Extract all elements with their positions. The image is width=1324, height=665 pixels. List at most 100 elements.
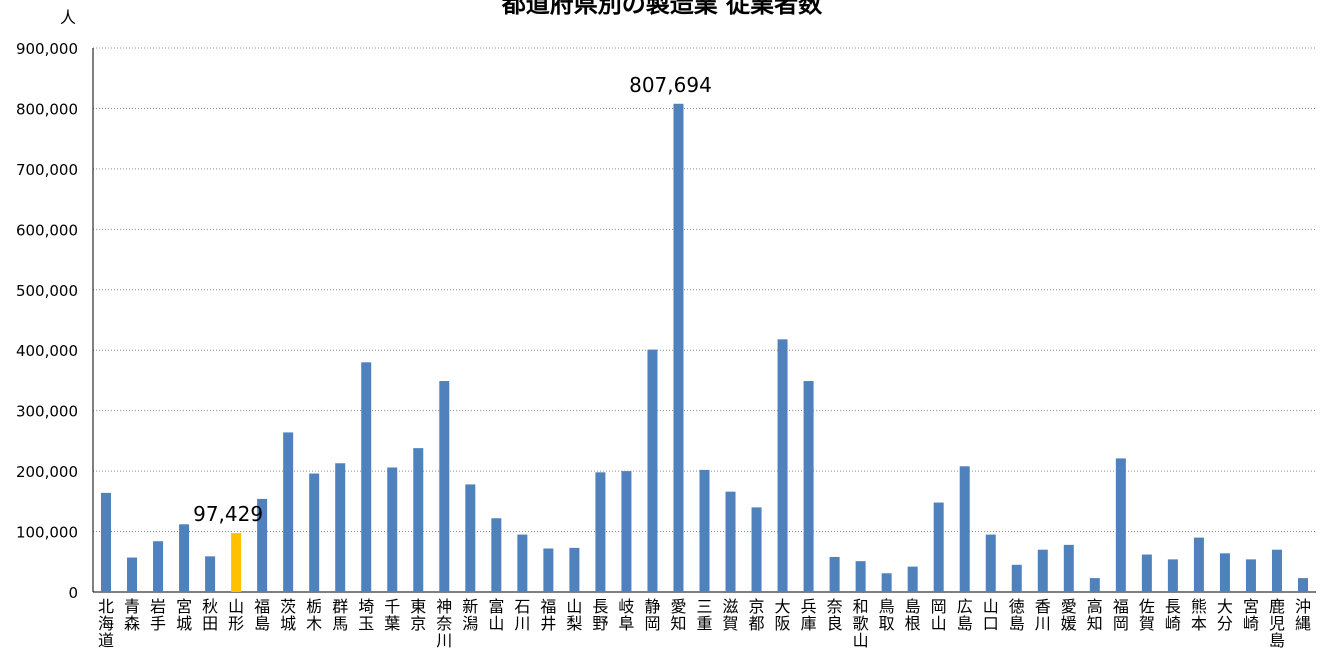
y-tick-label: 100,000 (16, 524, 78, 542)
bar (335, 463, 346, 592)
x-tick-label: 青森 (124, 597, 140, 633)
x-tick-label: 宮城 (176, 597, 192, 633)
bar (127, 557, 138, 592)
x-tick-label: 徳島 (1009, 597, 1025, 633)
bar (1245, 559, 1256, 592)
x-tick-label: 京都 (749, 597, 765, 633)
y-axis-unit-label: 人 (60, 8, 77, 27)
bar (179, 524, 190, 592)
y-tick-label: 800,000 (16, 100, 78, 118)
bar (699, 469, 710, 592)
x-tick-label: 大阪 (775, 597, 791, 633)
x-tick-label: 石川 (514, 597, 530, 633)
bar (413, 448, 424, 592)
x-tick-label: 高知 (1087, 597, 1103, 633)
x-tick-label: 秋田 (202, 597, 218, 633)
x-tick-label: 愛媛 (1061, 597, 1077, 633)
bar (673, 103, 684, 592)
bar (465, 484, 476, 592)
x-tick-label: 福井 (540, 597, 556, 633)
bar (1193, 537, 1204, 592)
bar (257, 498, 268, 592)
bar (387, 467, 398, 592)
x-tick-label: 鳥取 (879, 597, 895, 633)
x-tick-label: 福島 (254, 597, 270, 633)
bar (1297, 578, 1308, 592)
x-tick-label: 和歌山 (853, 597, 869, 650)
bar (1089, 578, 1100, 592)
y-tick-label: 300,000 (16, 403, 78, 421)
x-tick-label: 大分 (1217, 597, 1233, 633)
x-tick-label: 栃木 (306, 597, 322, 633)
bar (959, 466, 970, 592)
bar (1063, 544, 1074, 592)
bar (517, 534, 528, 592)
bar (829, 556, 840, 592)
y-tick-label: 200,000 (16, 463, 78, 481)
x-tick-label: 愛知 (670, 597, 686, 633)
x-tick-label: 長崎 (1165, 597, 1181, 633)
y-tick-label: 600,000 (16, 221, 78, 239)
x-tick-label: 新潟 (462, 597, 478, 633)
x-tick-label: 茨城 (280, 597, 296, 633)
chart-title: 都道府県別の製造業 従業者数 (501, 0, 823, 18)
bar (101, 492, 112, 592)
bar (1271, 549, 1282, 592)
y-tick-label: 400,000 (16, 342, 78, 360)
x-tick-label: 山梨 (566, 597, 582, 633)
x-tick-label: 神奈川 (436, 597, 452, 650)
x-tick-label: 三重 (696, 597, 712, 633)
bar (361, 362, 372, 592)
bar (309, 473, 320, 592)
x-tick-label: 静岡 (644, 597, 660, 633)
bar (985, 534, 996, 592)
x-tick-label: 東京 (410, 597, 426, 633)
y-tick-label: 700,000 (16, 161, 78, 179)
y-tick-label: 500,000 (16, 282, 78, 300)
bar (881, 573, 892, 592)
x-tick-label: 鹿児島 (1269, 597, 1285, 650)
bar (647, 349, 658, 592)
x-tick-label: 福岡 (1113, 597, 1129, 633)
x-tick-label: 佐賀 (1139, 597, 1155, 633)
x-tick-label: 岩手 (150, 597, 166, 633)
x-tick-label: 岡山 (931, 597, 947, 633)
bar (725, 491, 736, 592)
bar (595, 472, 606, 592)
x-tick-label: 山口 (983, 597, 999, 633)
x-tick-label: 奈良 (827, 597, 843, 633)
bar (621, 471, 632, 592)
x-tick-label: 広島 (957, 597, 973, 633)
x-tick-label: 宮崎 (1243, 597, 1259, 633)
bar (439, 381, 450, 592)
data-label: 807,694 (629, 73, 712, 97)
x-tick-label: 千葉 (384, 597, 400, 633)
data-label: 97,429 (193, 502, 263, 526)
x-tick-label: 島根 (905, 597, 921, 633)
bar (751, 507, 762, 592)
bar (491, 518, 502, 592)
bar (1011, 564, 1022, 592)
x-tick-label: 兵庫 (801, 597, 817, 633)
bar (205, 556, 216, 592)
bar (1037, 549, 1048, 592)
y-tick-label: 900,000 (16, 40, 78, 58)
bar (231, 533, 242, 592)
x-tick-label: 沖縄 (1295, 597, 1311, 633)
bar (933, 502, 944, 592)
y-tick-label: 0 (68, 584, 78, 602)
x-tick-label: 香川 (1035, 597, 1051, 633)
bar (569, 547, 580, 592)
x-tick-label: 北海道 (98, 597, 114, 650)
bar (1141, 554, 1152, 592)
bar (1167, 559, 1178, 592)
bar (803, 381, 814, 592)
x-tick-label: 富山 (488, 597, 504, 633)
x-tick-label: 長野 (592, 597, 608, 633)
bar (1219, 553, 1230, 592)
bar (777, 339, 788, 592)
bar (855, 561, 866, 592)
x-tick-label: 群馬 (332, 597, 348, 633)
bar (153, 541, 164, 592)
